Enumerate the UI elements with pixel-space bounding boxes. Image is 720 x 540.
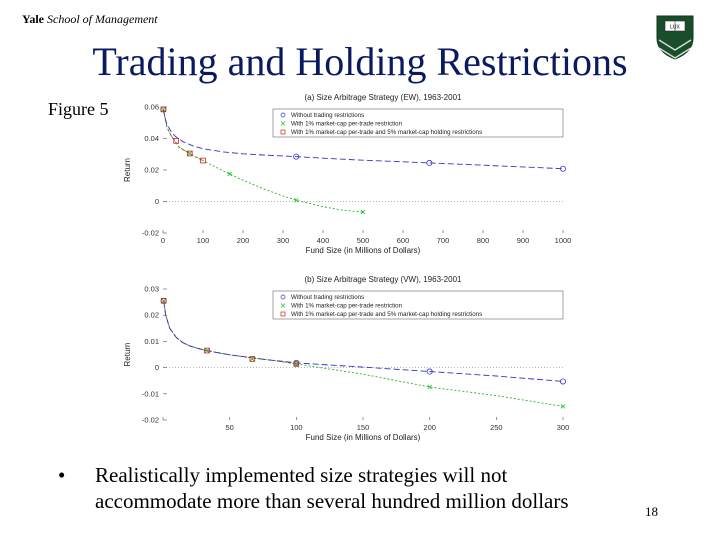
y-tick-label: 0 — [155, 363, 159, 372]
data-point — [249, 356, 256, 362]
data-point — [293, 153, 300, 160]
y-tick-label: 0 — [155, 197, 159, 206]
x-tick-label: 150 — [357, 423, 370, 432]
page-number: 18 — [645, 504, 658, 519]
legend-marker — [280, 303, 286, 308]
data-point — [427, 384, 432, 390]
x-tick-label: 250 — [490, 423, 503, 432]
chart-vw: (b) Size Arbitrage Strategy (VW), 1963-2… — [118, 272, 598, 452]
data-point — [250, 356, 255, 362]
legend-entry: With 1% market-cap per-trade and 5% mark… — [291, 129, 482, 136]
data-point — [426, 368, 433, 375]
data-point — [426, 159, 433, 166]
data-point — [160, 106, 167, 113]
chart-title: (a) Size Arbitrage Strategy (EW), 1963-2… — [305, 93, 463, 102]
x-tick-label: 100 — [290, 423, 303, 432]
bullet-point: • Realistically implemented size strateg… — [58, 462, 569, 514]
series-line — [162, 109, 564, 170]
legend-marker — [280, 121, 286, 126]
data-point — [227, 171, 233, 177]
legend-entry: With 1% market-cap per-trade restriction — [291, 303, 403, 310]
data-point — [187, 151, 193, 156]
y-tick-label: -0.02 — [142, 229, 159, 238]
shield-text: LUX — [670, 25, 680, 31]
data-point — [294, 361, 299, 367]
bullet-line-1: Realistically implemented size strategie… — [95, 463, 508, 487]
yale-shield-logo-icon: LUX — [656, 15, 694, 60]
y-tick-label: 0.02 — [144, 166, 159, 175]
x-axis-label: Fund Size (in Millions of Dollars) — [306, 433, 421, 442]
chart-ew: (a) Size Arbitrage Strategy (EW), 1963-2… — [118, 90, 598, 265]
data-point — [559, 378, 566, 385]
legend-entry: Without trading restrictions — [291, 294, 364, 301]
x-tick-label: 0 — [161, 236, 165, 245]
data-point — [559, 165, 566, 172]
data-point — [160, 297, 167, 304]
data-point — [360, 209, 366, 215]
y-tick-label: -0.01 — [142, 389, 159, 398]
x-tick-label: 100 — [197, 236, 210, 245]
y-tick-label: 0.01 — [144, 337, 159, 346]
legend-marker — [280, 129, 286, 135]
legend-box — [272, 290, 564, 320]
y-tick-label: 0.02 — [144, 311, 159, 320]
brand-name: Yale — [22, 12, 44, 26]
data-point — [173, 138, 179, 144]
legend-entry: With 1% market-cap per-trade and 5% mark… — [291, 311, 482, 318]
data-point — [560, 404, 566, 409]
x-axis-label: Fund Size (in Millions of Dollars) — [306, 246, 421, 255]
data-point — [204, 348, 210, 353]
legend-box — [272, 108, 564, 138]
brand-school: School of Management — [47, 12, 158, 26]
bullet-line-2: accommodate more than several hundred mi… — [95, 489, 569, 513]
data-point — [200, 157, 206, 164]
legend-marker — [280, 112, 286, 118]
chart-ew-svg: (a) Size Arbitrage Strategy (EW), 1963-2… — [123, 93, 572, 255]
x-tick-label: 700 — [437, 236, 450, 245]
x-tick-label: 200 — [423, 423, 436, 432]
data-point — [293, 361, 300, 367]
x-tick-label: 600 — [397, 236, 410, 245]
x-tick-label: 500 — [357, 236, 370, 245]
y-axis-label: Return — [123, 158, 132, 182]
series-line — [163, 300, 564, 382]
data-point — [293, 197, 299, 203]
legend-marker — [280, 294, 286, 300]
x-tick-label: 400 — [317, 236, 330, 245]
y-tick-label: 0.06 — [144, 103, 159, 112]
y-tick-label: 0.04 — [144, 134, 159, 143]
figure-label: Figure 5 — [48, 99, 109, 119]
legend-entry: Without trading restrictions — [291, 112, 364, 119]
school-brand: Yale School of Management — [22, 12, 158, 27]
x-tick-label: 300 — [557, 423, 570, 432]
x-tick-label: 200 — [237, 236, 250, 245]
x-tick-label: 900 — [517, 236, 530, 245]
y-tick-label: -0.02 — [142, 416, 159, 425]
y-axis-label: Return — [123, 342, 132, 366]
data-point — [161, 107, 166, 112]
data-point — [204, 347, 210, 354]
slide-title: Trading and Holding Restrictions — [92, 39, 628, 84]
x-tick-label: 50 — [225, 423, 233, 432]
data-point — [161, 298, 166, 304]
legend-entry: With 1% market-cap per-trade restriction — [291, 121, 403, 128]
x-tick-label: 800 — [477, 236, 490, 245]
data-point — [187, 150, 193, 157]
x-tick-label: 1000 — [555, 236, 572, 245]
chart-title: (b) Size Arbitrage Strategy (VW), 1963-2… — [305, 275, 463, 284]
legend-marker — [280, 311, 286, 317]
chart-vw-svg: (b) Size Arbitrage Strategy (VW), 1963-2… — [123, 275, 570, 442]
bullet-marker: • — [58, 463, 66, 487]
series-line — [162, 109, 204, 162]
x-tick-label: 300 — [277, 236, 290, 245]
y-tick-label: 0.03 — [144, 285, 159, 294]
